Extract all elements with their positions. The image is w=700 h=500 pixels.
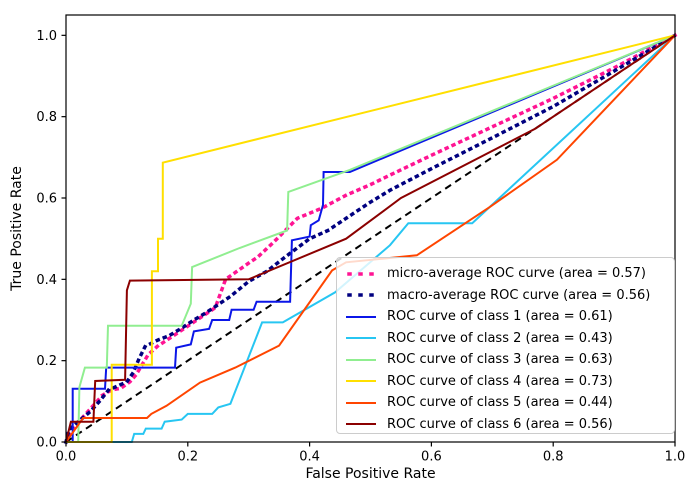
legend-item-class-2: ROC curve of class 2 (area = 0.43) <box>345 328 666 350</box>
legend-item-class-4: ROC curve of class 4 (area = 0.73) <box>345 371 666 393</box>
x-tick-label: 0.0 <box>56 450 77 465</box>
roc-curve-class-2 <box>66 34 676 443</box>
legend-swatch-class-4 <box>346 380 376 383</box>
legend-swatch-class-5 <box>346 401 376 404</box>
legend-item-macro-average: macro-average ROC curve (area = 0.56) <box>345 285 666 307</box>
legend-label-micro-average: micro-average ROC curve (area = 0.57) <box>387 266 646 282</box>
roc-curve-macro-average <box>63 32 678 445</box>
roc-curve-class-4 <box>66 34 676 443</box>
legend-label-class-4: ROC curve of class 4 (area = 0.73) <box>387 373 613 389</box>
y-tick-label: 0.0 <box>36 436 57 451</box>
roc-curve-class-6 <box>65 34 676 443</box>
legend: micro-average ROC curve (area = 0.57) mac… <box>336 257 675 434</box>
chance-diagonal-line <box>65 34 676 443</box>
legend-item-class-5: ROC curve of class 5 (area = 0.44) <box>345 392 666 414</box>
roc-curve-class-1 <box>66 34 676 443</box>
legend-swatch-micro-average <box>347 272 377 276</box>
roc-curve-class-3 <box>66 34 676 443</box>
ticks-group: 0.0 0.2 0.4 0.6 0.8 1.0 0.0 0.2 0.4 0.6 0.8 1.0 <box>36 29 685 465</box>
y-axis-label: True Positive Rate <box>9 166 25 292</box>
legend-label-class-2: ROC curve of class 2 (area = 0.43) <box>387 330 613 346</box>
legend-swatch-class-3 <box>346 358 376 361</box>
legend-item-micro-average: micro-average ROC curve (area = 0.57) <box>345 263 666 285</box>
legend-item-class-3: ROC curve of class 3 (area = 0.63) <box>345 349 666 371</box>
legend-label-class-6: ROC curve of class 6 (area = 0.56) <box>387 416 613 432</box>
y-tick-label: 0.4 <box>36 273 57 288</box>
curves-group <box>63 32 678 445</box>
x-tick-label: 0.4 <box>299 450 320 465</box>
y-tick-label: 0.6 <box>36 192 57 207</box>
legend-swatch-class-2 <box>346 337 376 340</box>
legend-label-class-3: ROC curve of class 3 (area = 0.63) <box>387 352 613 368</box>
legend-swatch-macro-average <box>347 293 377 297</box>
legend-label-class-5: ROC curve of class 5 (area = 0.44) <box>387 395 613 411</box>
x-tick-label: 0.8 <box>543 450 564 465</box>
legend-swatch-class-6 <box>346 423 376 426</box>
legend-label-class-1: ROC curve of class 1 (area = 0.61) <box>387 309 613 325</box>
x-tick-label: 1.0 <box>665 450 686 465</box>
x-tick-label: 0.2 <box>177 450 198 465</box>
legend-item-class-1: ROC curve of class 1 (area = 0.61) <box>345 306 666 328</box>
legend-item-class-6: ROC curve of class 6 (area = 0.56) <box>345 414 666 436</box>
y-tick-label: 0.8 <box>36 110 57 125</box>
legend-swatch-class-1 <box>346 315 376 318</box>
y-tick-label: 1.0 <box>36 29 57 44</box>
roc-curve-class-5 <box>65 34 676 443</box>
plot-frame <box>65 14 676 443</box>
x-axis-label: False Positive Rate <box>305 466 435 482</box>
x-tick-label: 0.6 <box>421 450 442 465</box>
y-tick-label: 0.2 <box>36 354 57 369</box>
legend-label-macro-average: macro-average ROC curve (area = 0.56) <box>387 287 651 303</box>
